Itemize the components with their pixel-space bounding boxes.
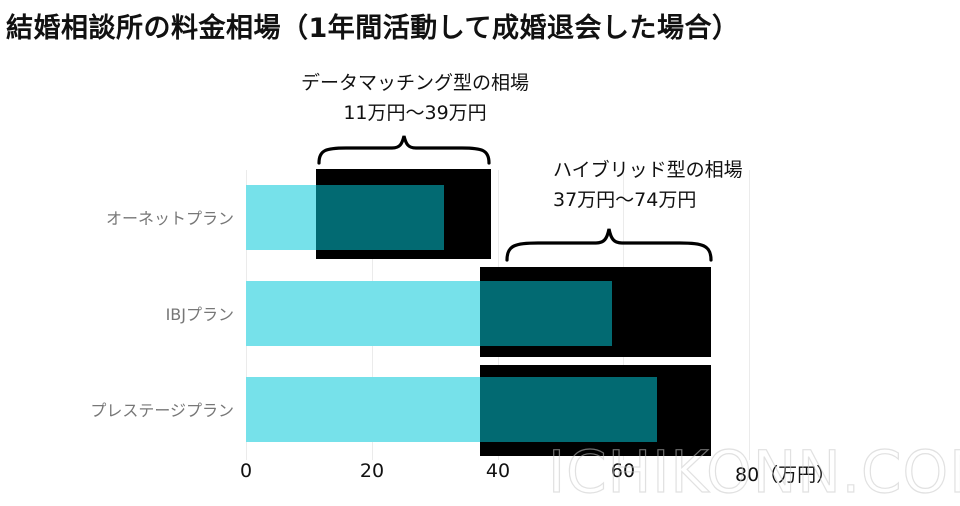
watermark: ICHIKONN.COM — [547, 437, 960, 506]
bar-ibj-overlap — [480, 281, 612, 346]
annotation-hybrid-label: ハイブリッド型の相場 — [553, 159, 743, 181]
gridline-80 — [749, 170, 750, 460]
category-label-prestige: プレステージプラン — [90, 401, 234, 420]
annotation-matching: データマッチング型の相場 11万円〜39万円 — [270, 68, 560, 128]
x-tick-20: 20 — [359, 460, 385, 482]
category-label-onet: オーネットプラン — [105, 209, 234, 228]
annotation-hybrid-range: 37万円〜74万円 — [553, 189, 697, 211]
bar-prestige-overlap — [480, 377, 657, 442]
annotation-hybrid: ハイブリッド型の相場 37万円〜74万円 — [553, 155, 743, 215]
chart-title: 結婚相談所の料金相場（1年間活動して成婚退会した場合） — [6, 13, 740, 44]
x-tick-80-unit: 80（万円） — [735, 464, 836, 486]
x-tick-60: 60 — [610, 460, 636, 482]
bar-onet-overlap — [316, 185, 444, 250]
annotation-matching-range: 11万円〜39万円 — [343, 102, 487, 124]
x-tick-40: 40 — [485, 460, 511, 482]
brace-hybrid-icon — [505, 228, 713, 262]
brace-matching-icon — [317, 135, 491, 165]
category-label-ibj: IBJプラン — [165, 305, 234, 324]
x-tick-0: 0 — [239, 460, 253, 482]
annotation-matching-label: データマッチング型の相場 — [300, 72, 529, 94]
